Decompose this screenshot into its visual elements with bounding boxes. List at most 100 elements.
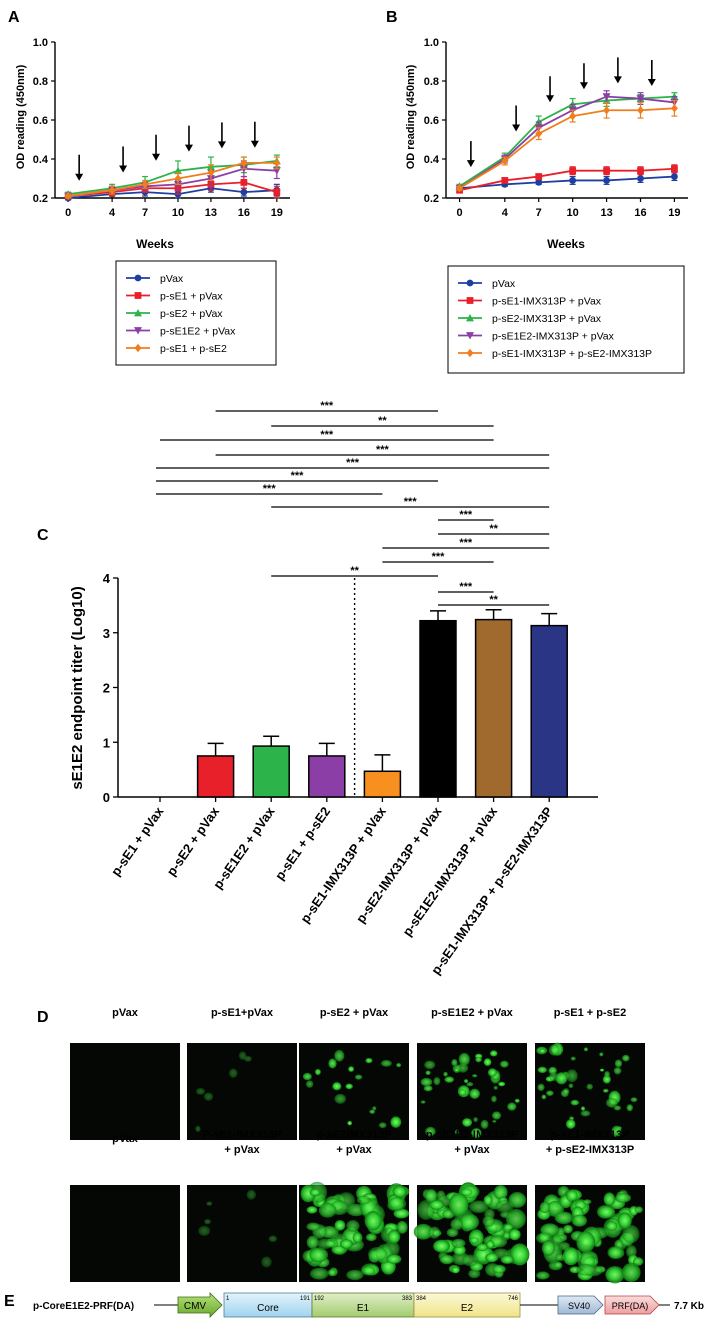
legend-label: pVax: [492, 278, 516, 290]
fluorescent-cell: [458, 1089, 467, 1096]
panel-label-c: C: [37, 527, 49, 544]
fluorescent-cell: [420, 1100, 426, 1104]
x-tick-label: p-sE1-IMX313P + p-sE2-IMX313P: [428, 804, 556, 978]
legend-box: [447, 265, 685, 374]
panel-b-legend: pVax p-sE1-IMX313P + pVax p-sE2-IMX313P + …: [447, 265, 685, 374]
y-tick-label: 4: [103, 571, 111, 586]
fluorescent-cell: [459, 1213, 479, 1231]
fluorescent-cell: [454, 1068, 460, 1072]
legend-label: p-sE1 + pVax: [160, 291, 223, 303]
significance-label: ***: [263, 483, 277, 495]
fluorescent-cell: [607, 1246, 623, 1259]
y-tick-label: 0: [103, 790, 110, 805]
fluorescent-cell: [622, 1054, 630, 1062]
fluorescent-cell: [485, 1252, 499, 1263]
fluorescent-cell: [365, 1057, 373, 1064]
fluorescent-cell: [493, 1085, 498, 1090]
legend-marker: [466, 314, 474, 322]
fluorescent-cell: [332, 1082, 342, 1091]
fluorescent-cell: [468, 1200, 489, 1213]
y-tick-label: 1: [103, 735, 110, 750]
significance-label: ***: [320, 400, 334, 412]
fluorescent-cell: [318, 1202, 337, 1218]
e1-end: 383: [402, 1296, 413, 1302]
data-point: [240, 158, 248, 168]
panel-e-construct-map: p-CoreE1E2-PRF(DA) CMV 1 191 Core 192 38…: [33, 1292, 704, 1318]
fluorescent-cell: [580, 1106, 586, 1111]
panel-d-micrographs: pVax p-sE1+pVax p-sE2 + pVax p-sE1E2 + pVax…: [70, 1007, 645, 1284]
data-point: [603, 106, 610, 115]
fluorescent-cell: [378, 1122, 387, 1129]
fluorescent-cell: [599, 1052, 604, 1057]
data-point: [671, 165, 678, 173]
legend-label: p-sE1-IMX313P + pVax: [492, 296, 602, 308]
legend-marker: [466, 297, 474, 304]
legend-label: p-sE1 + p-sE2: [160, 343, 227, 355]
fluorescent-cell: [626, 1104, 633, 1112]
micrograph-title: + pVax: [454, 1144, 490, 1156]
immunization-arrow-head: [184, 144, 193, 152]
fluorescent-cell: [339, 1239, 353, 1249]
significance-label: ***: [432, 551, 446, 563]
panel-a-y-axis-label: OD reading (450nm): [15, 64, 27, 169]
fluorescent-cell: [268, 1235, 278, 1243]
micrograph-title: + pVax: [336, 1144, 372, 1156]
immunization-arrow-head: [466, 160, 475, 168]
fluorescent-cell: [475, 1056, 482, 1063]
fluorescent-cell: [369, 1109, 376, 1114]
fluorescent-cell: [413, 1223, 433, 1240]
legend-label: p-sE1E2-IMX313P + pVax: [492, 331, 615, 343]
x-tick-label: 10: [567, 207, 579, 219]
fluorescent-cell: [331, 1245, 346, 1255]
y-tick-label: 3: [103, 626, 110, 641]
y-tick-label: 0.2: [424, 193, 439, 205]
data-point: [671, 173, 678, 180]
x-tick-label: 13: [600, 207, 612, 219]
panel-label-e: E: [4, 1293, 15, 1310]
fluorescent-cell: [570, 1056, 576, 1061]
fluorescent-cell: [602, 1075, 611, 1084]
legend-marker: [134, 274, 142, 282]
fluorescent-cell: [580, 1110, 591, 1117]
fluorescent-cell: [600, 1068, 605, 1072]
fluorescent-cell: [306, 1222, 321, 1231]
significance-label: **: [350, 565, 359, 577]
cmv-promoter: [177, 1292, 223, 1318]
fluorescent-cell: [396, 1220, 408, 1234]
fluorescent-cell: [491, 1111, 502, 1120]
fluorescent-cell: [495, 1200, 514, 1213]
fluorescent-cell: [548, 1044, 560, 1056]
fluorescent-cell: [566, 1069, 578, 1083]
fluorescent-cell: [448, 1192, 469, 1217]
legend-label: p-sE1-IMX313P + p-sE2-IMX313P: [492, 348, 652, 360]
data-point: [569, 177, 577, 184]
y-tick-label: 0.4: [33, 154, 49, 166]
fluorescent-cell: [458, 1052, 470, 1066]
data-point: [108, 186, 116, 195]
fluorescent-cell: [433, 1239, 450, 1253]
data-point: [535, 179, 543, 186]
fluorescent-cell: [327, 1269, 336, 1277]
legend-marker: [134, 327, 142, 335]
fluorescent-cell: [360, 1266, 376, 1276]
legend-marker: [134, 343, 142, 353]
fluorescent-cell: [539, 1201, 551, 1214]
fluorescent-cell: [498, 1081, 506, 1087]
data-point: [671, 104, 678, 113]
fluorescent-cell: [443, 1071, 448, 1077]
fluorescent-cell: [492, 1120, 497, 1123]
fluorescent-cell: [483, 1058, 492, 1066]
panel-a-legend: pVax p-sE1 + pVax p-sE2 + pVax p-sE1E2 + pV…: [115, 260, 277, 366]
fluorescent-cell: [439, 1254, 454, 1265]
immunization-arrow-head: [152, 153, 161, 161]
fluorescent-cell: [364, 1211, 382, 1231]
fluorescent-cell: [576, 1263, 596, 1276]
x-tick-label: p-sE1 + pVax: [108, 803, 167, 878]
fluorescent-cell: [537, 1083, 545, 1092]
fluorescent-cell: [632, 1257, 644, 1266]
data-point: [535, 129, 543, 138]
fluorescent-cell: [334, 1093, 347, 1104]
fluorescent-cell: [480, 1119, 489, 1130]
fluorescent-cell: [365, 1233, 377, 1242]
